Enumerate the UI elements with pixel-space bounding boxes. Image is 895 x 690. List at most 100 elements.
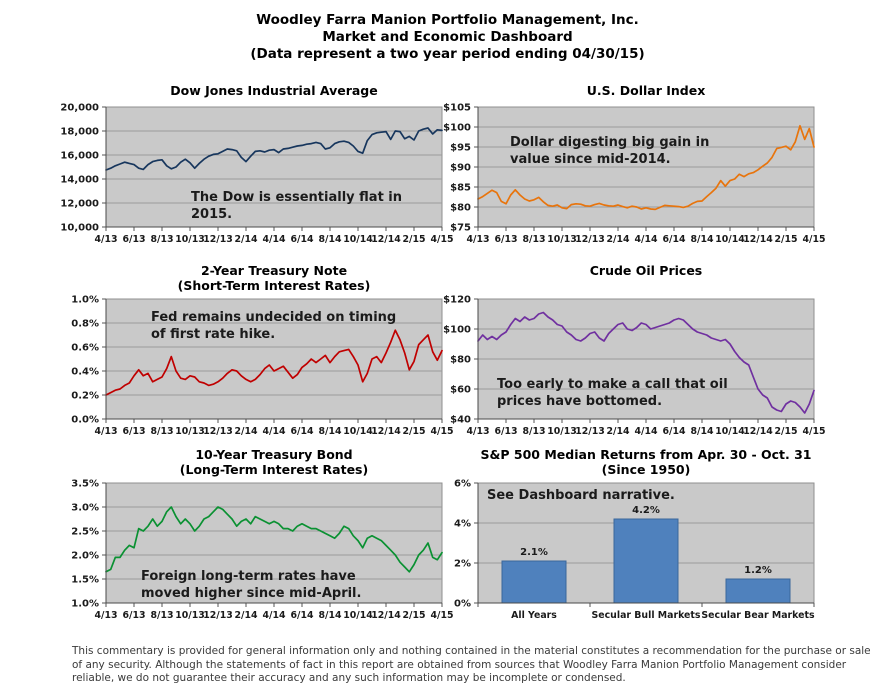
svg-text:6/13: 6/13 — [495, 234, 518, 245]
svg-text:8/14: 8/14 — [691, 234, 714, 245]
svg-text:4/14: 4/14 — [263, 234, 286, 245]
svg-text:0%: 0% — [454, 599, 471, 610]
svg-text:$80: $80 — [450, 355, 471, 366]
svg-text:12/14: 12/14 — [371, 234, 401, 245]
chart-subtitle-2yr: (Short-Term Interest Rates) — [177, 278, 371, 293]
svg-text:4/14: 4/14 — [635, 234, 658, 245]
svg-text:8/14: 8/14 — [319, 426, 342, 437]
annotation-2yr: Fed remains undecided on timing of first… — [151, 310, 397, 342]
chart-row-3: 10-Year Treasury Bond (Long-Term Interes… — [0, 447, 895, 629]
svg-text:$80: $80 — [450, 203, 471, 214]
svg-text:14,000: 14,000 — [60, 175, 99, 186]
svg-text:$90: $90 — [450, 163, 471, 174]
svg-text:$100: $100 — [443, 325, 471, 336]
svg-text:6/13: 6/13 — [123, 610, 146, 621]
svg-text:12/14: 12/14 — [371, 610, 401, 621]
svg-text:1.5%: 1.5% — [71, 575, 99, 586]
svg-text:6/14: 6/14 — [291, 426, 314, 437]
chart-subtitle-10yr: (Long-Term Interest Rates) — [179, 462, 369, 477]
svg-text:6/14: 6/14 — [663, 426, 686, 437]
svg-text:4/14: 4/14 — [263, 610, 286, 621]
svg-text:2.5%: 2.5% — [71, 527, 99, 538]
svg-text:10/14: 10/14 — [343, 426, 373, 437]
svg-text:12/14: 12/14 — [743, 426, 773, 437]
svg-text:6/13: 6/13 — [495, 426, 518, 437]
svg-text:3.5%: 3.5% — [71, 479, 99, 490]
svg-text:4/13: 4/13 — [95, 426, 118, 437]
svg-text:$95: $95 — [450, 143, 471, 154]
svg-text:2/14: 2/14 — [607, 426, 630, 437]
svg-text:4/15: 4/15 — [431, 234, 454, 245]
svg-text:8/13: 8/13 — [523, 426, 546, 437]
report-header: Woodley Farra Manion Portfolio Managemen… — [0, 0, 895, 63]
svg-text:4/13: 4/13 — [95, 610, 118, 621]
svg-text:$60: $60 — [450, 385, 471, 396]
svg-text:4/14: 4/14 — [635, 426, 658, 437]
svg-text:4/15: 4/15 — [431, 610, 454, 621]
svg-text:$40: $40 — [450, 415, 471, 426]
svg-text:2/15: 2/15 — [775, 426, 798, 437]
chart-title-usd: U.S. Dollar Index — [586, 83, 706, 98]
chart-10yr-treasury: 10-Year Treasury Bond (Long-Term Interes… — [36, 447, 456, 629]
crude-oil-plot: $40 $60 $80 $100 $120 4/13 6/13 8/13 10/13 12/13 2… — [408, 293, 828, 445]
chart-title-sp500: S&P 500 Median Returns from Apr. 30 - Oc… — [480, 447, 812, 462]
chart-title-10yr: 10-Year Treasury Bond — [195, 447, 353, 462]
report-title: Market and Economic Dashboard — [322, 29, 573, 45]
svg-text:10/14: 10/14 — [343, 610, 373, 621]
svg-text:2/15: 2/15 — [403, 234, 426, 245]
svg-text:Secular Bull Markets: Secular Bull Markets — [592, 610, 701, 621]
svg-text:$120: $120 — [443, 295, 471, 306]
svg-text:4/13: 4/13 — [95, 234, 118, 245]
chart-us-dollar-index: U.S. Dollar Index $75 $80 $85 $90 $95 $100 $10… — [408, 83, 828, 253]
chart-sp500-returns: S&P 500 Median Returns from Apr. 30 - Oc… — [408, 447, 828, 629]
svg-text:2/14: 2/14 — [607, 234, 630, 245]
svg-text:2/15: 2/15 — [775, 234, 798, 245]
svg-text:10/13: 10/13 — [175, 426, 205, 437]
svg-text:6/13: 6/13 — [123, 234, 146, 245]
svg-text:0.0%: 0.0% — [71, 415, 99, 426]
chart-title-oil: Crude Oil Prices — [589, 263, 703, 278]
svg-text:8/14: 8/14 — [319, 234, 342, 245]
svg-text:4.2%: 4.2% — [632, 505, 660, 516]
svg-text:2/15: 2/15 — [403, 426, 426, 437]
svg-text:8/13: 8/13 — [151, 610, 174, 621]
svg-text:6/14: 6/14 — [291, 234, 314, 245]
svg-text:10/13: 10/13 — [547, 234, 577, 245]
chart-2yr-treasury: 2-Year Treasury Note (Short-Term Interes… — [36, 263, 456, 445]
svg-text:10/14: 10/14 — [715, 234, 745, 245]
svg-text:12/13: 12/13 — [203, 234, 233, 245]
svg-text:2/14: 2/14 — [235, 610, 258, 621]
svg-text:10/14: 10/14 — [343, 234, 373, 245]
chart-title-dow: Dow Jones Industrial Average — [170, 83, 378, 98]
chart-title-2yr: 2-Year Treasury Note — [200, 263, 348, 278]
svg-text:1.0%: 1.0% — [71, 599, 99, 610]
svg-text:10,000: 10,000 — [60, 223, 99, 234]
svg-text:1.2%: 1.2% — [744, 565, 772, 576]
svg-text:12/13: 12/13 — [203, 426, 233, 437]
chart-row-2: 2-Year Treasury Note (Short-Term Interes… — [0, 263, 895, 445]
svg-text:3.0%: 3.0% — [71, 503, 99, 514]
svg-text:12/13: 12/13 — [575, 426, 605, 437]
us-dollar-plot: $75 $80 $85 $90 $95 $100 $105 4/13 6/13 8/13 10/13… — [408, 101, 828, 253]
svg-text:18,000: 18,000 — [60, 127, 99, 138]
svg-text:8/13: 8/13 — [151, 426, 174, 437]
disclaimer-text: This commentary is provided for general … — [72, 645, 871, 684]
annotation-oil: Too early to make a call that oil prices… — [497, 377, 728, 409]
svg-text:2%: 2% — [454, 559, 471, 570]
chart-row-1: Dow Jones Industrial Average 10,000 12,00… — [0, 83, 895, 253]
svg-text:$75: $75 — [450, 223, 471, 234]
report-period: (Data represent a two year period ending… — [250, 46, 645, 62]
svg-text:4/14: 4/14 — [263, 426, 286, 437]
svg-text:16,000: 16,000 — [60, 151, 99, 162]
chart-crude-oil: Crude Oil Prices $40 $60 $80 $100 $120 4/13 6/… — [408, 263, 828, 445]
svg-text:10/13: 10/13 — [175, 610, 205, 621]
svg-text:2/14: 2/14 — [235, 426, 258, 437]
dow-jones-plot: 10,000 12,000 14,000 16,000 18,000 20,000 4/13… — [36, 101, 456, 253]
svg-text:4/15: 4/15 — [431, 426, 454, 437]
company-name: Woodley Farra Manion Portfolio Managemen… — [256, 12, 639, 28]
svg-text:0.2%: 0.2% — [71, 391, 99, 402]
svg-text:20,000: 20,000 — [60, 103, 99, 114]
svg-text:12/14: 12/14 — [371, 426, 401, 437]
svg-text:12/14: 12/14 — [743, 234, 773, 245]
